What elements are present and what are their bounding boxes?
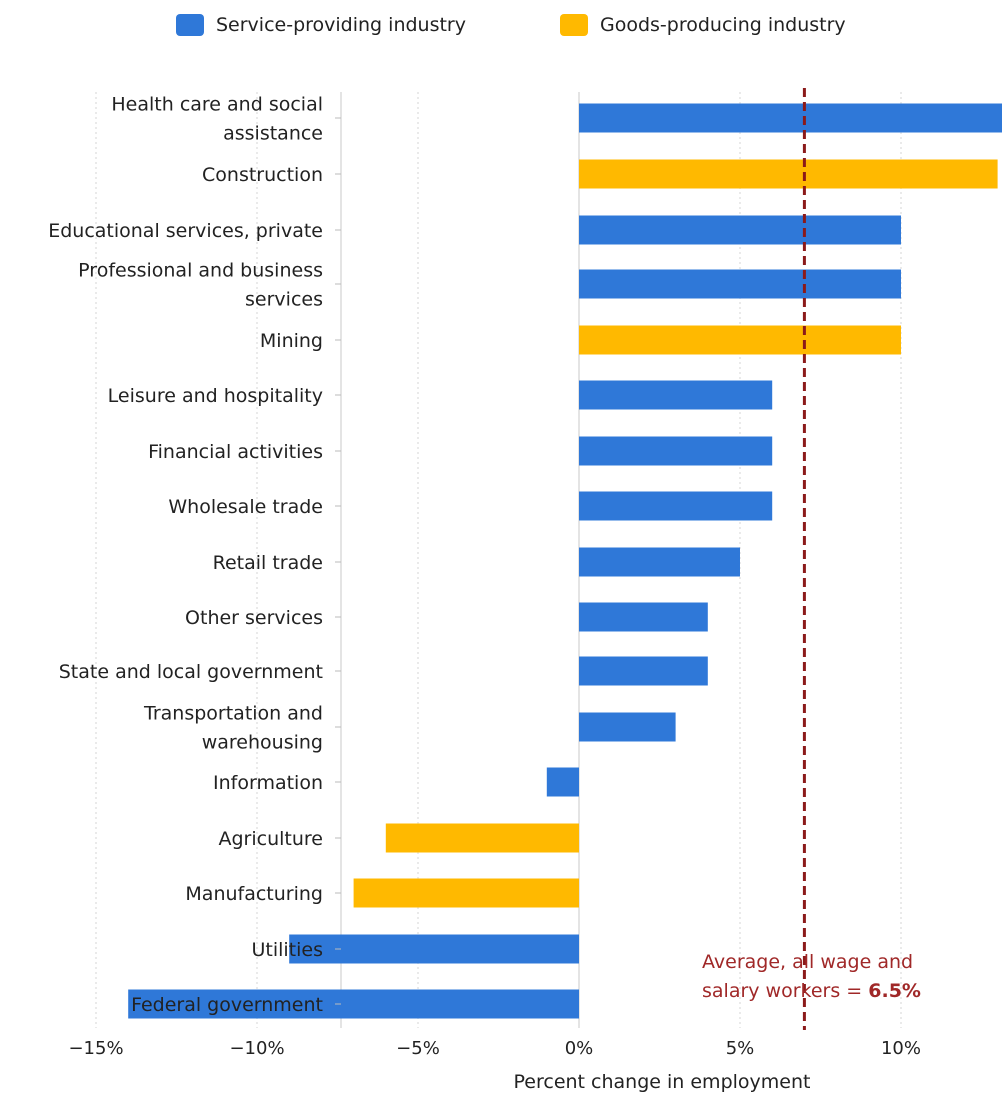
category-label-8: Retail trade	[213, 552, 323, 574]
category-label-1: Construction	[202, 164, 323, 186]
category-label-0-line-2: assistance	[223, 123, 323, 145]
category-label-2: Educational services, private	[48, 220, 323, 242]
bar-14	[353, 878, 579, 908]
legend-label-goods: Goods-producing industry	[600, 14, 846, 36]
category-label-9: Other services	[185, 607, 323, 629]
category-label-7: Wholesale trade	[168, 496, 323, 518]
legend-item-goods: Goods-producing industry	[560, 14, 846, 36]
category-label-0-line-1: Health care and social	[111, 94, 323, 116]
x-tick-labels: −15%−10%−5%0%5%10%15%20%25%	[68, 1038, 921, 1059]
reference-annotation: Average, all wage and salary workers = 6…	[702, 951, 921, 1002]
bar-0	[579, 103, 1002, 133]
grid	[95, 92, 902, 1028]
annotation-line-2: salary workers =	[702, 980, 868, 1002]
bar-8	[579, 547, 740, 577]
category-label-16: Federal government	[131, 994, 323, 1016]
bars	[128, 103, 1002, 1019]
bar-11	[579, 712, 676, 742]
annotation-value: 6.5%	[868, 980, 921, 1002]
category-label-11-line-1: Transportation and	[143, 703, 323, 725]
bar-1	[579, 159, 998, 189]
category-label-5: Leisure and hospitality	[108, 385, 323, 407]
category-label-12: Information	[213, 772, 323, 794]
category-label-11-line-2: warehousing	[202, 732, 323, 754]
category-label-15: Utilities	[251, 939, 323, 961]
category-label-10: State and local government	[59, 661, 323, 683]
bar-9	[579, 602, 708, 632]
category-label-13: Agriculture	[219, 828, 324, 850]
bar-7	[579, 491, 773, 521]
bar-6	[579, 436, 773, 466]
bar-15	[289, 934, 579, 964]
x-tick-label-0: −15%	[68, 1038, 123, 1059]
bar-16	[128, 989, 579, 1019]
category-label-4: Mining	[260, 330, 323, 352]
category-label-14: Manufacturing	[185, 883, 323, 905]
x-tick-label-1: −10%	[229, 1038, 284, 1059]
category-labels: Health care and social assistance Construc…	[48, 94, 341, 1016]
category-label-3-line-1: Professional and business	[78, 260, 323, 282]
category-label-3-line-2: services	[245, 289, 323, 311]
legend: Service-providing industry Goods-produci…	[0, 12, 1002, 42]
annotation-line-1: Average, all wage and	[702, 951, 913, 973]
bar-3	[579, 269, 901, 299]
category-label-6: Financial activities	[148, 441, 323, 463]
legend-item-service: Service-providing industry	[176, 14, 466, 36]
legend-swatch-goods	[560, 14, 588, 36]
bar-10	[579, 656, 708, 686]
legend-swatch-service	[176, 14, 204, 36]
bar-2	[579, 215, 901, 245]
bar-5	[579, 380, 773, 410]
x-tick-label-3: 0%	[565, 1038, 594, 1059]
bar-4	[579, 325, 901, 355]
x-axis-title: Percent change in employment	[514, 1071, 811, 1093]
bar-13	[385, 823, 579, 853]
legend-label-service: Service-providing industry	[216, 14, 466, 36]
bar-12	[546, 767, 579, 797]
x-tick-label-4: 5%	[726, 1038, 755, 1059]
x-tick-label-2: −5%	[396, 1038, 440, 1059]
x-tick-label-5: 10%	[881, 1038, 921, 1059]
